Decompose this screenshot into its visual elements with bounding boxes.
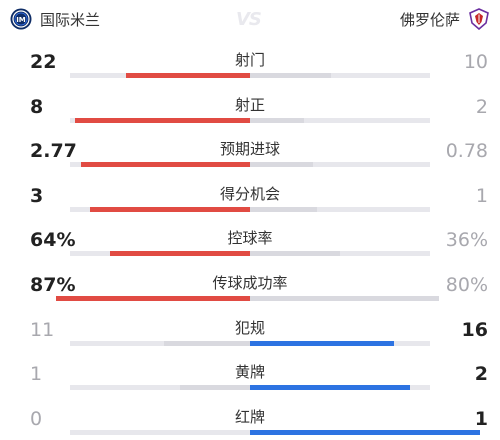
match-header: IM 国际米兰 VS 佛罗伦萨 — [0, 0, 500, 40]
home-stat-bar-fill — [55, 295, 250, 301]
stat-label: 红牌 — [234, 407, 265, 426]
away-stat-bar-track — [250, 117, 430, 123]
vs-label: VS — [236, 9, 262, 30]
away-stat-bar-track — [250, 385, 430, 391]
away-stat-bar-fill — [250, 251, 340, 257]
away-stat-value: 80% — [445, 273, 488, 296]
away-stat-value: 36% — [445, 229, 488, 252]
home-stat-value: 2.77 — [30, 140, 77, 163]
stat-row: 87% 传球成功率 80% — [0, 261, 500, 306]
away-stat-bar-track — [250, 162, 430, 168]
home-stat-bar-fill — [125, 73, 250, 78]
stat-label: 得分机会 — [219, 184, 280, 203]
home-stat-bar-track — [70, 73, 250, 78]
away-team[interactable]: 佛罗伦萨 — [400, 8, 490, 30]
fiorentina-crest-icon — [469, 8, 489, 30]
svg-text:IM: IM — [16, 16, 26, 24]
home-stat-value: 1 — [30, 363, 43, 386]
home-stat-bar-track — [70, 385, 250, 391]
away-stat-bar-fill — [250, 340, 394, 346]
home-stat-bar-track — [70, 162, 250, 168]
stat-row: 1 黄牌 2 — [0, 350, 500, 395]
home-stat-bar-fill — [89, 206, 250, 212]
away-stat-bar-fill — [250, 295, 439, 301]
away-stat-value: 2 — [475, 95, 488, 118]
away-stat-bar-track — [250, 295, 439, 301]
stat-label: 控球率 — [227, 229, 273, 248]
home-stat-bar-track — [70, 117, 250, 123]
home-stat-value: 0 — [30, 407, 43, 430]
away-stat-value: 16 — [461, 318, 488, 341]
stat-label: 射门 — [234, 51, 265, 69]
home-stat-bar-track — [70, 340, 250, 346]
home-stat-value: 8 — [30, 95, 44, 118]
away-stat-value: 10 — [463, 51, 488, 73]
home-stat-value: 11 — [30, 318, 55, 341]
home-stat-bar-track — [70, 251, 250, 257]
away-stat-bar-track — [250, 206, 430, 212]
home-team-name: 国际米兰 — [40, 10, 101, 29]
away-stat-value: 1 — [474, 407, 488, 430]
home-stat-bar-fill — [163, 340, 250, 346]
home-stat-value: 22 — [30, 51, 57, 73]
home-stat-value: 3 — [30, 184, 44, 207]
home-stat-bar-fill — [75, 117, 250, 123]
away-stat-bar-track — [250, 73, 430, 78]
home-stat-bar-track — [55, 295, 250, 301]
stat-label: 黄牌 — [234, 363, 265, 382]
away-stat-bar-track — [250, 251, 430, 257]
away-stat-bar-fill — [250, 73, 331, 78]
home-stat-bar-fill — [179, 385, 250, 391]
stat-label: 射正 — [234, 95, 265, 114]
stat-row: 11 犯规 16 — [0, 306, 500, 351]
away-team-name: 佛罗伦萨 — [399, 10, 460, 29]
away-stat-value: 1 — [475, 184, 488, 207]
away-stat-bar-fill — [250, 206, 317, 212]
stat-row: 64% 控球率 36% — [0, 216, 500, 261]
stat-row: 8 射正 2 — [0, 83, 500, 128]
stat-row: 22 射门 10 — [0, 38, 500, 83]
home-stat-bar-track — [70, 429, 250, 435]
home-stat-value: 87% — [30, 273, 76, 296]
away-stat-bar-fill — [250, 385, 411, 391]
stat-row: 3 得分机会 1 — [0, 172, 500, 217]
away-stat-bar-fill — [250, 429, 481, 435]
stat-label: 预期进球 — [219, 140, 280, 159]
stat-row: 2.77 预期进球 0.78 — [0, 127, 500, 172]
away-stat-bar-fill — [250, 117, 304, 123]
stats-list: 22 射门 10 8 射正 2 2.77 预期进球 0.78 3 得分机会 1 64% 控球率 36% 87%… — [0, 38, 500, 439]
home-stat-value: 64% — [30, 229, 76, 252]
stat-label: 传球成功率 — [212, 273, 288, 292]
home-stat-bar-fill — [109, 251, 250, 257]
away-stat-value: 2 — [474, 363, 488, 386]
away-stat-bar-fill — [250, 162, 313, 168]
stat-label: 犯规 — [234, 318, 265, 337]
home-team[interactable]: IM 国际米兰 — [10, 8, 100, 30]
home-stat-bar-fill — [80, 162, 250, 168]
stat-row: 0 红牌 1 — [0, 395, 500, 440]
away-stat-value: 0.78 — [445, 140, 488, 163]
away-stat-bar-track — [250, 340, 430, 346]
home-stat-bar-track — [70, 206, 250, 212]
inter-milan-crest-icon: IM — [10, 8, 32, 30]
away-stat-bar-track — [250, 429, 481, 435]
